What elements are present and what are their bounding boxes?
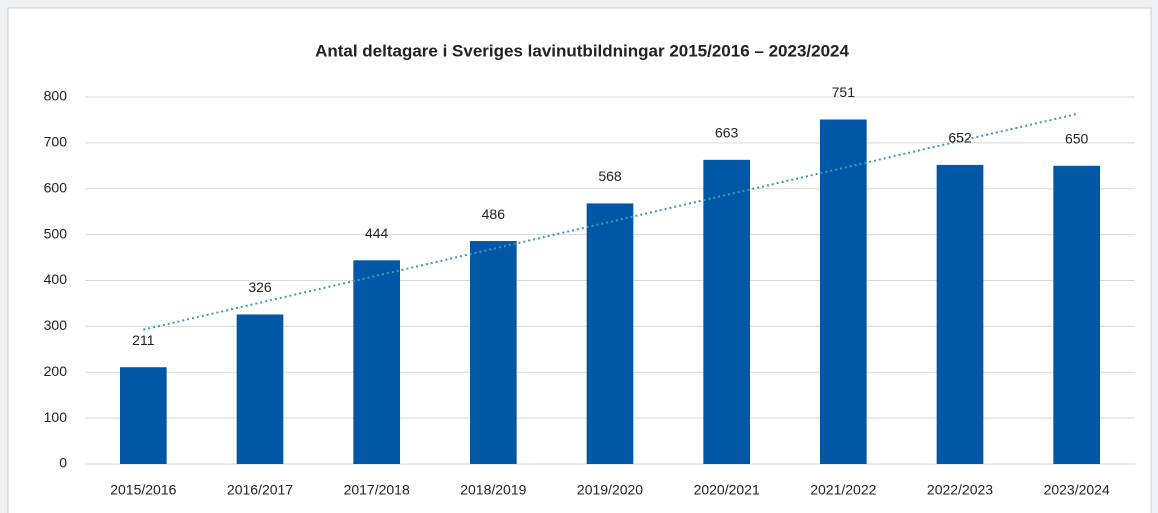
- y-tick-label: 300: [44, 317, 68, 333]
- y-tick-label: 500: [44, 225, 68, 241]
- x-tick-label: 2018/2019: [460, 482, 526, 498]
- y-tick-label: 400: [44, 271, 68, 287]
- bar: [120, 367, 167, 464]
- page: {"chart_data": {"type": "bar", "title": …: [0, 0, 1158, 513]
- x-tick-label: 2020/2021: [694, 482, 760, 498]
- y-tick-label: 0: [59, 455, 67, 471]
- bar: [237, 314, 284, 464]
- y-tick-label: 700: [44, 134, 68, 150]
- chart-title: Antal deltagare i Sveriges lavinutbildni…: [315, 41, 849, 60]
- bar: [470, 241, 517, 464]
- bar: [353, 260, 400, 464]
- bar: [1053, 166, 1100, 464]
- x-tick-label: 2019/2020: [577, 482, 643, 498]
- data-label: 444: [365, 225, 389, 241]
- data-label: 568: [598, 168, 622, 184]
- x-tick-label: 2022/2023: [927, 482, 993, 498]
- data-label: 652: [948, 130, 972, 146]
- data-label: 211: [132, 332, 155, 348]
- x-tick-label: 2015/2016: [110, 482, 176, 498]
- x-tick-label: 2017/2018: [344, 482, 410, 498]
- data-label: 326: [248, 279, 272, 295]
- x-tick-label: 2023/2024: [1044, 482, 1110, 498]
- y-tick-label: 800: [44, 88, 68, 104]
- bar: [587, 203, 634, 464]
- x-tick-label: 2021/2022: [810, 482, 876, 498]
- chart: Antal deltagare i Sveriges lavinutbildni…: [0, 0, 1158, 513]
- data-label: 663: [715, 125, 739, 141]
- bar: [703, 160, 750, 464]
- y-tick-label: 600: [44, 179, 68, 195]
- data-label: 650: [1065, 131, 1089, 147]
- y-tick-label: 100: [44, 409, 68, 425]
- y-tick-label: 200: [44, 363, 68, 379]
- x-tick-label: 2016/2017: [227, 482, 293, 498]
- data-label: 486: [482, 206, 506, 222]
- bar: [937, 165, 984, 464]
- data-label: 751: [832, 84, 856, 100]
